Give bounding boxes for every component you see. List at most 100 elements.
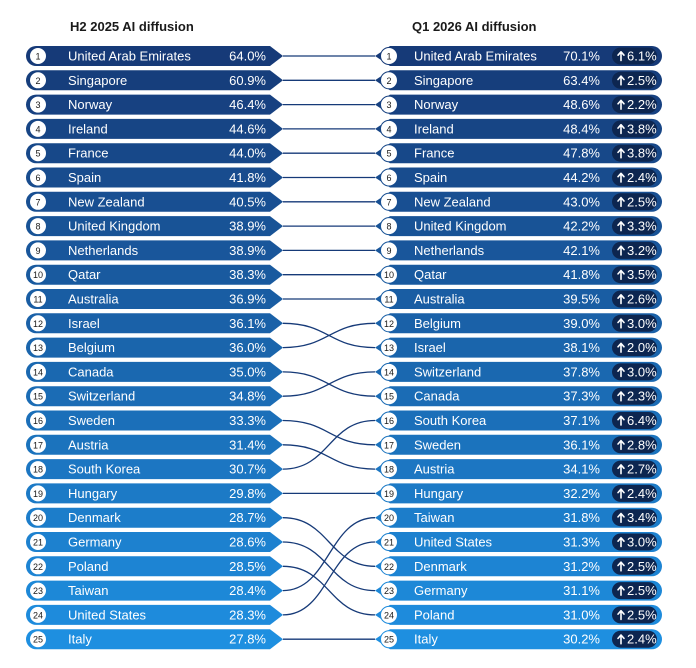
change-badge <box>612 290 657 308</box>
right-bar <box>375 580 663 601</box>
right-value-label: 37.3% <box>563 389 600 404</box>
left-bar <box>26 143 284 164</box>
left-rank-number: 12 <box>33 319 43 329</box>
left-value-label: 27.8% <box>229 632 266 647</box>
arrow-up-icon <box>617 464 625 475</box>
change-value-label: 3.8% <box>627 121 657 136</box>
arrow-up-icon <box>617 318 625 329</box>
right-country-label: Norway <box>414 97 459 112</box>
left-rank-number: 2 <box>35 76 40 86</box>
change-badge <box>612 606 657 624</box>
arrow-up-icon <box>617 585 625 596</box>
left-rank-number: 19 <box>33 489 43 499</box>
left-rank-number: 3 <box>35 100 40 110</box>
right-bar <box>375 459 663 480</box>
connector-south-korea <box>282 419 376 470</box>
right-country-label: United Kingdom <box>414 219 507 234</box>
right-rank-badge <box>380 411 398 430</box>
right-rank-number: 5 <box>386 149 391 159</box>
left-bar <box>26 386 284 407</box>
left-rank-badge <box>29 217 47 236</box>
right-rank-badge <box>380 95 398 114</box>
left-value-label: 33.3% <box>229 413 266 428</box>
right-rank-number: 20 <box>384 513 394 523</box>
right-bar <box>375 94 663 115</box>
right-rank-badge <box>380 362 398 381</box>
left-value-label: 41.8% <box>229 170 266 185</box>
left-bar <box>26 507 284 528</box>
arrow-up-icon <box>617 537 625 548</box>
left-value-label: 38.9% <box>229 243 266 258</box>
right-panel-title: Q1 2026 AI diffusion <box>412 19 537 34</box>
right-bar <box>375 507 663 528</box>
change-badge <box>612 169 657 186</box>
change-badge <box>612 557 657 575</box>
left-rank-number: 11 <box>33 295 42 305</box>
right-rank-number: 3 <box>386 100 391 110</box>
change-value-label: 3.5% <box>627 267 657 282</box>
left-rank-badge <box>29 581 47 600</box>
right-rank-badge <box>380 338 398 357</box>
right-country-label: United States <box>414 535 493 550</box>
left-rank-badge <box>29 411 47 430</box>
left-rank-badge <box>29 484 47 503</box>
change-value-label: 2.6% <box>627 292 657 307</box>
right-country-label: Singapore <box>414 73 473 88</box>
right-bar <box>375 629 663 650</box>
right-value-label: 37.8% <box>563 364 600 379</box>
left-bar <box>26 216 284 237</box>
left-rank-number: 22 <box>33 562 43 572</box>
left-rank-number: 15 <box>33 392 43 402</box>
right-bar <box>375 313 662 334</box>
left-rank-number: 14 <box>33 367 43 377</box>
left-country-label: Belgium <box>68 340 115 355</box>
right-rank-number: 9 <box>386 246 391 256</box>
right-rank-number: 24 <box>384 610 394 620</box>
change-badge <box>612 193 657 211</box>
change-badge <box>612 241 657 259</box>
left-bar <box>26 532 283 552</box>
change-value-label: 6.4% <box>627 413 657 428</box>
left-value-label: 38.9% <box>229 219 266 234</box>
left-rank-number: 9 <box>35 246 40 256</box>
right-bar <box>375 264 663 285</box>
right-country-label: France <box>414 146 454 161</box>
right-bar <box>375 240 663 261</box>
right-rank-badge <box>380 460 398 479</box>
left-value-label: 36.1% <box>229 316 266 331</box>
left-rank-number: 20 <box>33 513 43 523</box>
left-country-label: Switzerland <box>68 389 135 404</box>
right-bar <box>375 532 662 552</box>
right-bar <box>375 483 663 504</box>
right-rank-number: 8 <box>386 222 391 232</box>
left-rank-number: 17 <box>33 440 43 450</box>
right-rank-badge <box>380 144 398 163</box>
right-value-label: 32.2% <box>563 486 600 501</box>
left-value-label: 28.5% <box>229 559 266 574</box>
right-rank-number: 22 <box>384 562 394 572</box>
left-bar <box>26 313 283 334</box>
arrow-up-icon <box>617 172 625 183</box>
left-rank-badge <box>29 605 47 624</box>
left-bar <box>26 70 284 91</box>
arrow-up-icon <box>617 391 625 402</box>
right-rank-badge <box>380 581 398 600</box>
right-rank-number: 15 <box>384 392 394 402</box>
left-bar <box>26 483 284 504</box>
left-value-label: 34.8% <box>229 389 266 404</box>
left-value-label: 44.0% <box>229 146 266 161</box>
connector-austria <box>282 444 376 470</box>
right-rank-number: 6 <box>386 173 391 183</box>
change-badge <box>612 460 657 478</box>
left-bar <box>26 556 284 577</box>
right-value-label: 39.0% <box>563 316 600 331</box>
left-country-label: Spain <box>68 170 101 185</box>
connector-denmark <box>282 517 376 567</box>
change-value-label: 3.2% <box>627 243 657 258</box>
right-rank-number: 7 <box>386 197 391 207</box>
right-value-label: 38.1% <box>563 340 600 355</box>
left-value-label: 28.3% <box>229 607 266 622</box>
right-rank-number: 2 <box>386 76 391 86</box>
left-value-label: 40.5% <box>229 194 266 209</box>
left-country-label: Sweden <box>68 413 115 428</box>
